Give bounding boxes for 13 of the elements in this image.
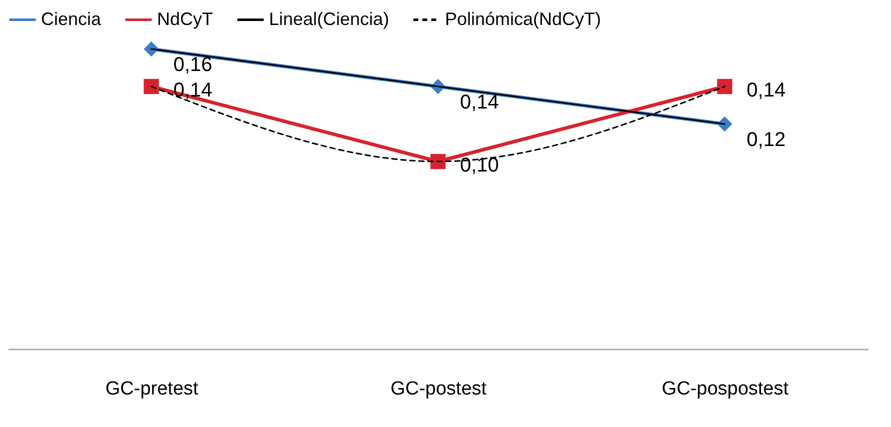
legend-label: Ciencia (41, 8, 102, 29)
legend-label: Lineal(Ciencia) (269, 8, 390, 29)
x-tick-label: GC-pretest (105, 378, 200, 400)
data-label: 0,14 (460, 92, 499, 114)
legend-label: NdCyT (157, 8, 214, 29)
data-label: 0,12 (746, 129, 786, 151)
x-tick-label: GC-postest (390, 378, 488, 400)
x-tick-label: GC-pospostest (662, 378, 790, 400)
data-label: 0,10 (460, 154, 499, 176)
data-label: 0,14 (746, 80, 786, 102)
data-label: 0,14 (173, 80, 212, 102)
data-label: 0,16 (173, 54, 212, 76)
legend-label: Polinómica(NdCyT) (445, 8, 602, 29)
